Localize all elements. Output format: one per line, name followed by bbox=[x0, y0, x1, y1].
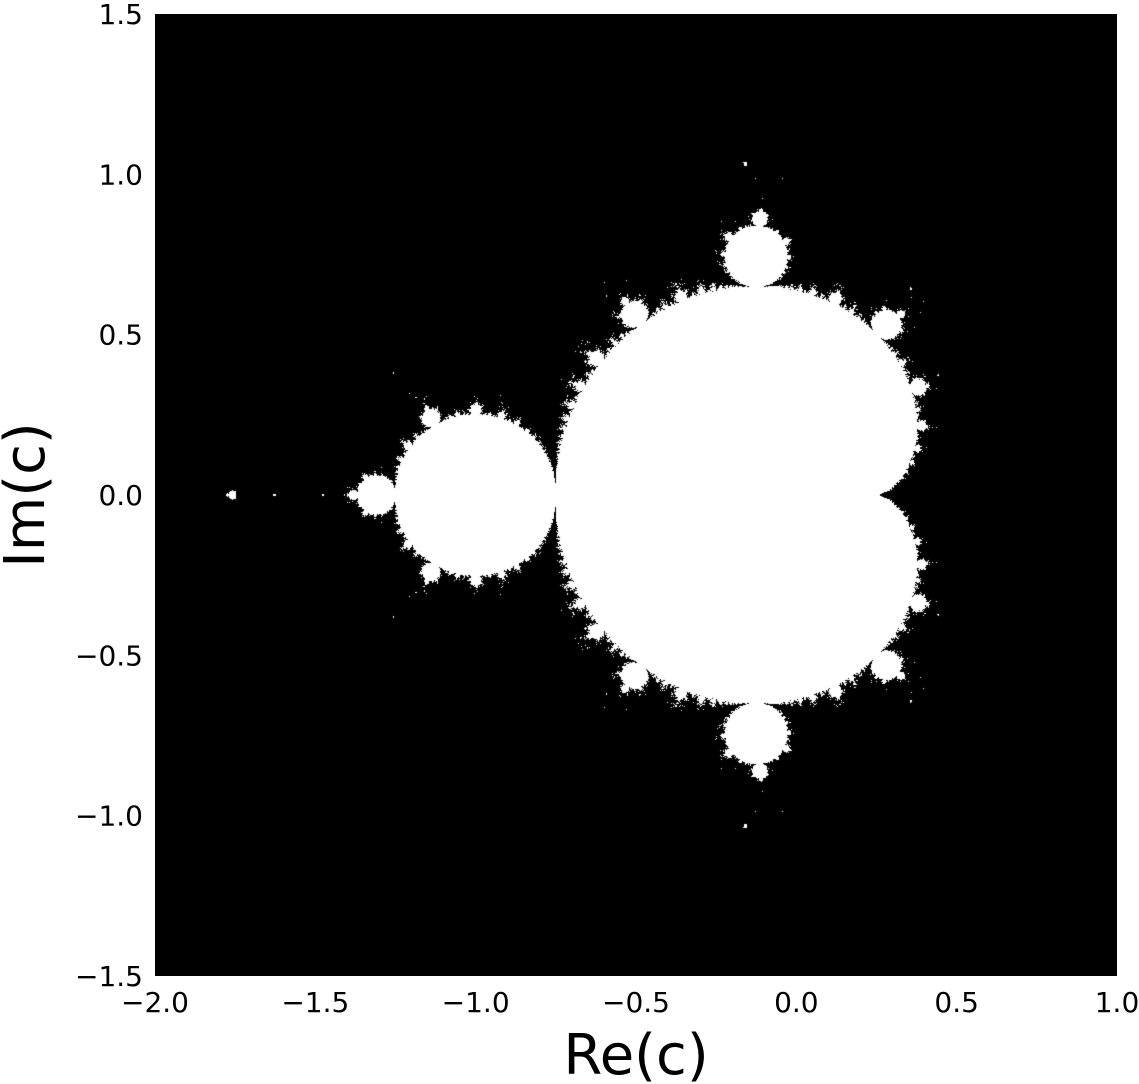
x-tick-label: 0.0 bbox=[774, 986, 819, 1019]
x-axis-ticks: −2.0 −1.5 −1.0 −0.5 0.0 0.5 1.0 bbox=[121, 986, 1139, 1019]
y-tick-label: −1.0 bbox=[75, 800, 143, 833]
y-tick-label: −1.5 bbox=[75, 960, 143, 993]
x-axis-label: Re(c) bbox=[563, 1023, 708, 1084]
y-tick-label: −0.5 bbox=[75, 639, 143, 672]
x-tick-label: −0.5 bbox=[602, 986, 670, 1019]
mandelbrot-set-image bbox=[155, 14, 1117, 976]
x-tick-label: −1.5 bbox=[281, 986, 349, 1019]
y-tick-label: 1.0 bbox=[98, 158, 143, 191]
plot-area bbox=[155, 14, 1117, 976]
y-tick-label: 0.5 bbox=[98, 319, 143, 352]
y-axis-ticks: 1.5 1.0 0.5 0.0 −0.5 −1.0 −1.5 bbox=[75, 0, 143, 993]
y-tick-label: 1.5 bbox=[98, 0, 143, 31]
x-tick-label: −1.0 bbox=[442, 986, 510, 1019]
y-axis-label: Im(c) bbox=[0, 422, 58, 568]
y-tick-label: 0.0 bbox=[98, 479, 143, 512]
x-tick-label: −2.0 bbox=[121, 986, 189, 1019]
x-tick-label: 1.0 bbox=[1095, 986, 1139, 1019]
x-tick-label: 0.5 bbox=[934, 986, 979, 1019]
